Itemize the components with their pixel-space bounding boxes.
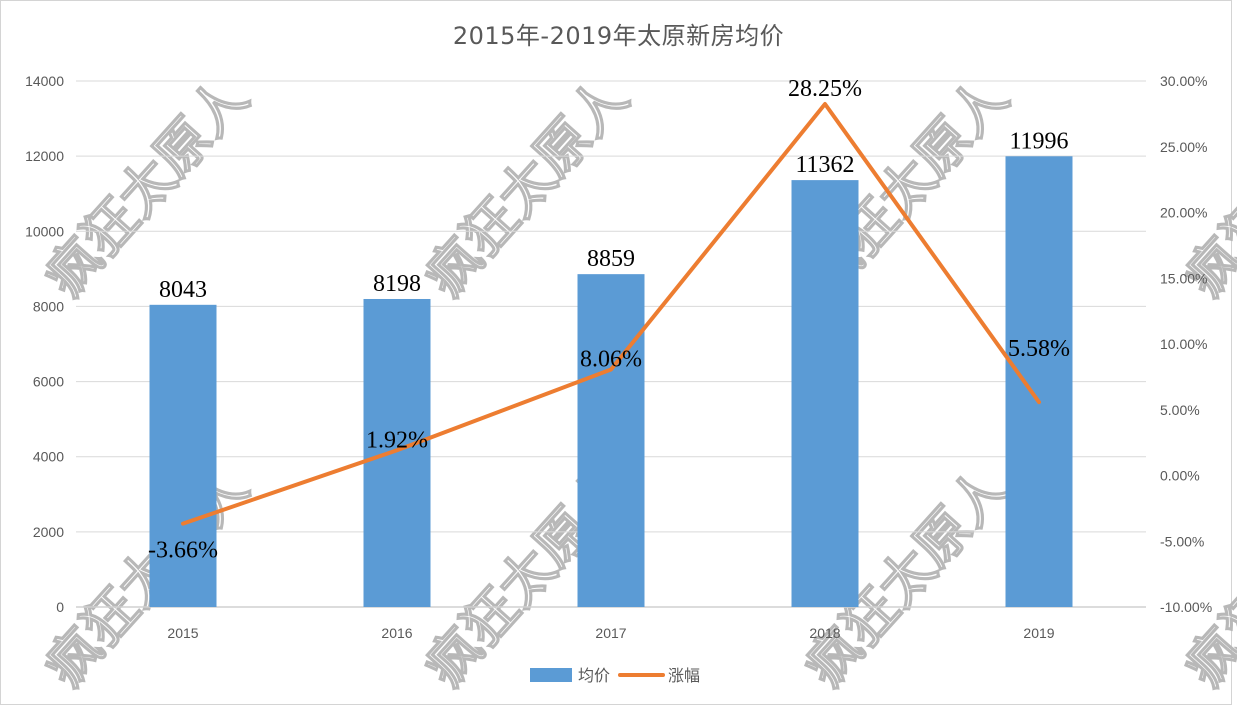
bar-series (149, 156, 1073, 607)
bar (363, 298, 431, 607)
left-axis-tick-label: 8000 (33, 298, 64, 314)
legend: 均价 涨幅 (530, 666, 700, 685)
right-axis-tick-label: 0.00% (1160, 468, 1200, 484)
left-axis-ticks: 0 2000 4000 6000 8000 10000 12000 14000 (25, 73, 64, 615)
legend-label-bar: 均价 (578, 666, 610, 685)
watermark-text: 疯狂太原人 (413, 66, 640, 309)
bar (149, 304, 217, 607)
line-value-label: -3.66% (148, 538, 218, 564)
x-axis-tick-label: 2018 (809, 625, 840, 641)
left-axis-tick-label: 6000 (33, 374, 64, 390)
left-axis-tick-label: 2000 (33, 524, 64, 540)
watermark-text: 疯狂太原人 (33, 456, 260, 699)
line-value-label: 1.92% (366, 427, 428, 453)
line-series (181, 102, 1041, 526)
line-path (181, 102, 1041, 526)
line-value-label: 8.06% (580, 347, 642, 373)
watermark-text: 疯狂太原人 (33, 66, 260, 309)
left-axis-tick-label: 12000 (25, 148, 64, 164)
watermark-text: 疯狂太原人 (1173, 456, 1237, 699)
right-axis-tick-label: 15.00% (1160, 270, 1207, 286)
bar-value-label: 8859 (587, 246, 635, 272)
left-axis-tick-label: 0 (56, 599, 64, 615)
x-axis-tick-label: 2019 (1023, 625, 1054, 641)
chart-title: 2015年-2019年太原新房均价 (452, 22, 785, 50)
bar-data-labels: 8043 8198 8859 11362 11996 (159, 128, 1069, 303)
right-axis-tick-label: 30.00% (1160, 73, 1207, 89)
right-axis-tick-label: 5.00% (1160, 402, 1200, 418)
left-axis-tick-label: 4000 (33, 449, 64, 465)
line-data-labels: -3.66% 1.92% 8.06% 28.25% 5.58% (148, 76, 1070, 564)
bar-value-label: 11996 (1009, 128, 1068, 154)
x-axis-tick-label: 2017 (595, 625, 626, 641)
bar-value-label: 8043 (159, 277, 207, 303)
right-axis-tick-label: -5.00% (1160, 533, 1204, 549)
bar (1005, 156, 1073, 607)
bar-value-label: 11362 (795, 152, 854, 178)
right-axis-ticks: -10.00% -5.00% 0.00% 5.00% 10.00% 15.00% 20.00… (1160, 73, 1212, 615)
left-axis-tick-label: 10000 (25, 223, 64, 239)
right-axis-tick-label: 25.00% (1160, 139, 1207, 155)
x-axis-ticks: 2015 2016 2017 2018 2019 (167, 625, 1054, 641)
line-value-label: 28.25% (788, 76, 862, 102)
line-value-label: 5.58% (1008, 336, 1070, 362)
x-axis-tick-label: 2016 (381, 625, 412, 641)
right-axis-tick-label: 20.00% (1160, 205, 1207, 221)
bar-value-label: 8198 (373, 271, 421, 297)
right-axis-tick-label: 10.00% (1160, 336, 1207, 352)
left-axis-tick-label: 14000 (25, 73, 64, 89)
right-axis-tick-label: -10.00% (1160, 599, 1212, 615)
legend-label-line: 涨幅 (668, 666, 700, 685)
bar (791, 180, 859, 607)
x-axis-tick-label: 2015 (167, 625, 198, 641)
bar (577, 274, 645, 607)
legend-swatch-bar (530, 668, 572, 682)
